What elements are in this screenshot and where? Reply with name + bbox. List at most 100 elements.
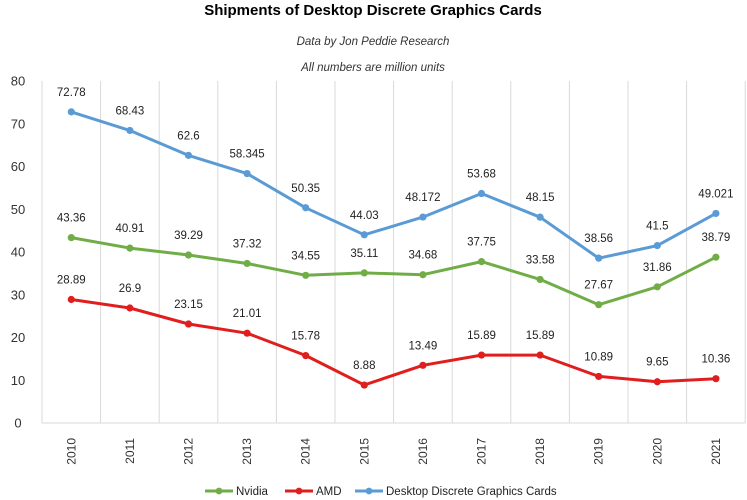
x-tick-label: 2021	[709, 438, 723, 465]
series-line-amd	[71, 298, 716, 387]
data-label-nvidia: 38.79	[702, 232, 731, 244]
data-point-amd	[419, 361, 427, 369]
data-point-nvidia	[712, 253, 720, 261]
chart-subtitle-units: All numbers are million units	[300, 62, 445, 74]
series-line-desktop-discrete-graphics-cards	[70, 110, 717, 260]
data-label-amd: 23.15	[174, 299, 203, 311]
data-point-desktop-discrete-graphics-cards	[712, 209, 720, 218]
data-point-desktop-discrete-graphics-cards	[419, 213, 427, 221]
data-label-desktop-discrete-graphics-cards: 53.68	[467, 169, 496, 181]
data-point-desktop-discrete-graphics-cards	[243, 169, 251, 178]
data-label-amd: 28.89	[57, 274, 86, 286]
data-point-nvidia	[302, 271, 310, 279]
y-tick-label: 80	[11, 74, 25, 89]
data-label-amd: 8.88	[353, 360, 375, 372]
legend-item-amd: AMD	[285, 486, 342, 498]
grid-lines	[41, 81, 746, 424]
data-point-amd	[477, 351, 486, 359]
data-label-desktop-discrete-graphics-cards: 38.56	[584, 233, 613, 245]
data-label-amd: 21.01	[233, 308, 262, 320]
x-axis-ticks: 2010 2011 2012 2013 2014 2015 2016 2017 2018 2019…	[64, 438, 723, 465]
x-tick-label: 2016	[416, 438, 430, 465]
legend-label: Desktop Discrete Graphics Cards	[386, 486, 557, 498]
data-label-nvidia: 43.36	[57, 213, 86, 225]
data-label-desktop-discrete-graphics-cards: 68.43	[116, 105, 145, 117]
data-point-nvidia	[184, 251, 193, 259]
x-tick-label: 2011	[123, 438, 137, 464]
series-line-nvidia	[71, 236, 717, 307]
data-point-desktop-discrete-graphics-cards	[360, 231, 368, 239]
data-point-amd	[712, 375, 720, 383]
data-label-desktop-discrete-graphics-cards: 41.5	[646, 221, 668, 233]
data-point-nvidia	[419, 271, 427, 279]
data-point-nvidia	[477, 258, 486, 266]
data-point-desktop-discrete-graphics-cards	[126, 126, 134, 135]
data-label-desktop-discrete-graphics-cards: 72.78	[57, 87, 86, 99]
data-label-nvidia: 33.58	[526, 254, 555, 266]
y-tick-label: 0	[14, 416, 21, 431]
legend-marker	[215, 487, 223, 495]
x-tick-label: 2020	[650, 438, 664, 465]
data-label-nvidia: 37.75	[467, 237, 496, 249]
data-point-nvidia	[126, 244, 134, 252]
data-point-amd	[595, 372, 603, 381]
data-point-amd	[184, 320, 193, 328]
x-tick-label: 2015	[357, 438, 371, 465]
data-label-amd: 9.65	[646, 357, 668, 369]
legend-label: AMD	[316, 486, 342, 498]
y-tick-label: 40	[11, 245, 25, 260]
data-point-amd	[536, 351, 544, 359]
x-tick-label: 2014	[299, 438, 313, 465]
data-label-amd: 26.9	[119, 283, 141, 295]
data-point-nvidia	[243, 259, 251, 268]
data-point-amd	[360, 381, 368, 389]
data-point-amd	[126, 304, 134, 312]
data-label-nvidia: 34.68	[409, 250, 438, 262]
x-tick-label: 2019	[592, 438, 606, 465]
y-tick-label: 70	[11, 116, 25, 131]
data-point-desktop-discrete-graphics-cards	[595, 254, 603, 262]
data-point-nvidia	[67, 234, 75, 242]
data-point-amd	[302, 351, 310, 360]
data-point-nvidia	[360, 269, 368, 277]
data-point-amd	[243, 329, 251, 337]
data-label-desktop-discrete-graphics-cards: 48.172	[405, 192, 440, 204]
data-point-desktop-discrete-graphics-cards	[184, 151, 193, 159]
data-point-nvidia	[653, 283, 661, 291]
data-point-amd	[653, 378, 661, 386]
data-label-nvidia: 40.91	[116, 223, 145, 235]
data-label-desktop-discrete-graphics-cards: 58.345	[230, 149, 265, 161]
data-point-desktop-discrete-graphics-cards	[536, 213, 544, 221]
legend-item-nvidia: Nvidia	[205, 486, 269, 498]
data-label-nvidia: 35.11	[350, 248, 378, 260]
data-label-amd: 15.89	[467, 330, 496, 342]
data-label-amd: 15.89	[526, 330, 555, 342]
chart-title: Shipments of Desktop Discrete Graphics C…	[204, 2, 542, 19]
data-label-desktop-discrete-graphics-cards: 50.35	[291, 183, 320, 195]
y-tick-label: 50	[11, 202, 25, 217]
legend-item-desktop-discrete-graphics-cards: Desktop Discrete Graphics Cards	[355, 486, 557, 498]
x-tick-label: 2010	[64, 438, 78, 465]
data-point-desktop-discrete-graphics-cards	[67, 108, 75, 116]
data-point-desktop-discrete-graphics-cards	[477, 189, 486, 198]
legend-marker	[365, 487, 373, 495]
data-label-nvidia: 37.32	[233, 238, 262, 250]
data-label-amd: 10.36	[702, 354, 731, 366]
y-tick-label: 20	[11, 330, 25, 345]
data-label-desktop-discrete-graphics-cards: 49.021	[698, 188, 733, 200]
data-label-amd: 15.78	[291, 331, 320, 343]
chart-subtitle-source: Data by Jon Peddie Research	[297, 36, 450, 48]
y-axis-ticks: 0 10 20 30 40 50 60 70 80	[11, 74, 25, 431]
y-tick-label: 10	[11, 373, 25, 388]
data-point-nvidia	[536, 275, 544, 284]
legend: Nvidia AMD Desktop Discrete Graphics Cards	[205, 486, 557, 498]
data-point-nvidia	[595, 301, 603, 309]
data-label-desktop-discrete-graphics-cards: 44.03	[350, 210, 379, 222]
data-label-desktop-discrete-graphics-cards: 48.15	[526, 192, 555, 204]
data-label-nvidia: 39.29	[174, 230, 203, 242]
data-labels: 43.36 40.91 39.29 37.32 34.55 35.11 34.68 37.75…	[57, 87, 734, 372]
data-point-desktop-discrete-graphics-cards	[302, 204, 310, 212]
data-label-amd: 13.49	[409, 340, 438, 352]
y-tick-label: 30	[11, 287, 25, 302]
